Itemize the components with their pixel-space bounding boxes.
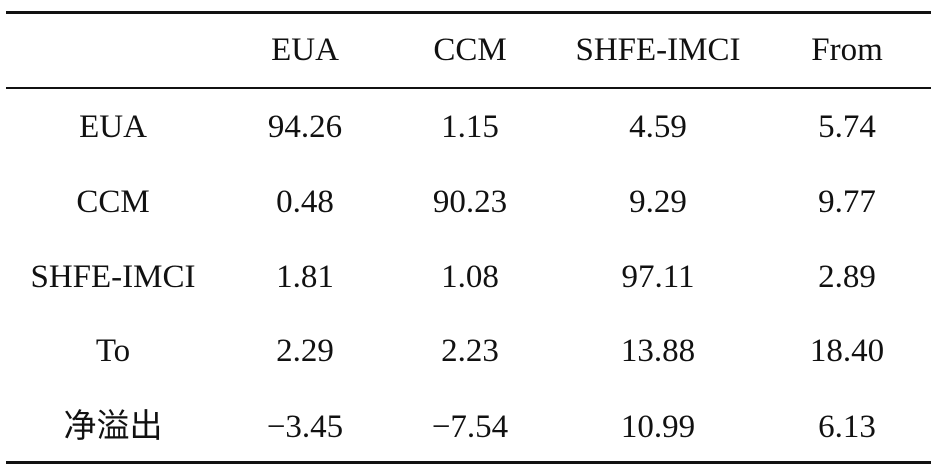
table-cell: 13.88	[620, 333, 696, 369]
bottom-rule	[6, 461, 931, 464]
table-cell: 94.26	[267, 109, 343, 145]
table-cell: 4.59	[629, 109, 687, 145]
table-cell: −3.45	[266, 409, 344, 445]
column-header: From	[811, 32, 883, 68]
column-header: SHFE-IMCI	[575, 32, 741, 68]
table-cell: 2.29	[276, 333, 334, 369]
table-cell: 90.23	[432, 184, 508, 220]
table-cell: 1.81	[276, 259, 334, 295]
header-rule	[6, 87, 931, 89]
table-cell: 2.23	[441, 333, 499, 369]
row-label: CCM	[76, 184, 150, 220]
table-cell: 97.11	[621, 259, 695, 295]
table-cell: 18.40	[809, 333, 885, 369]
row-label: EUA	[79, 109, 147, 145]
column-header: CCM	[433, 32, 507, 68]
table-cell: 6.13	[818, 409, 876, 445]
top-rule	[6, 11, 931, 14]
row-label: SHFE-IMCI	[30, 259, 196, 295]
table-cell: −7.54	[431, 409, 509, 445]
table-cell: 9.29	[629, 184, 687, 220]
table-cell: 2.89	[818, 259, 876, 295]
table-cell: 1.08	[441, 259, 499, 295]
table-cell: 5.74	[818, 109, 876, 145]
row-label: To	[95, 333, 131, 369]
table-cell: 9.77	[818, 184, 876, 220]
table-cell: 10.99	[620, 409, 696, 445]
row-label: 净溢出	[63, 409, 163, 445]
column-header: EUA	[271, 32, 339, 68]
table-cell: 1.15	[441, 109, 499, 145]
table-cell: 0.48	[276, 184, 334, 220]
